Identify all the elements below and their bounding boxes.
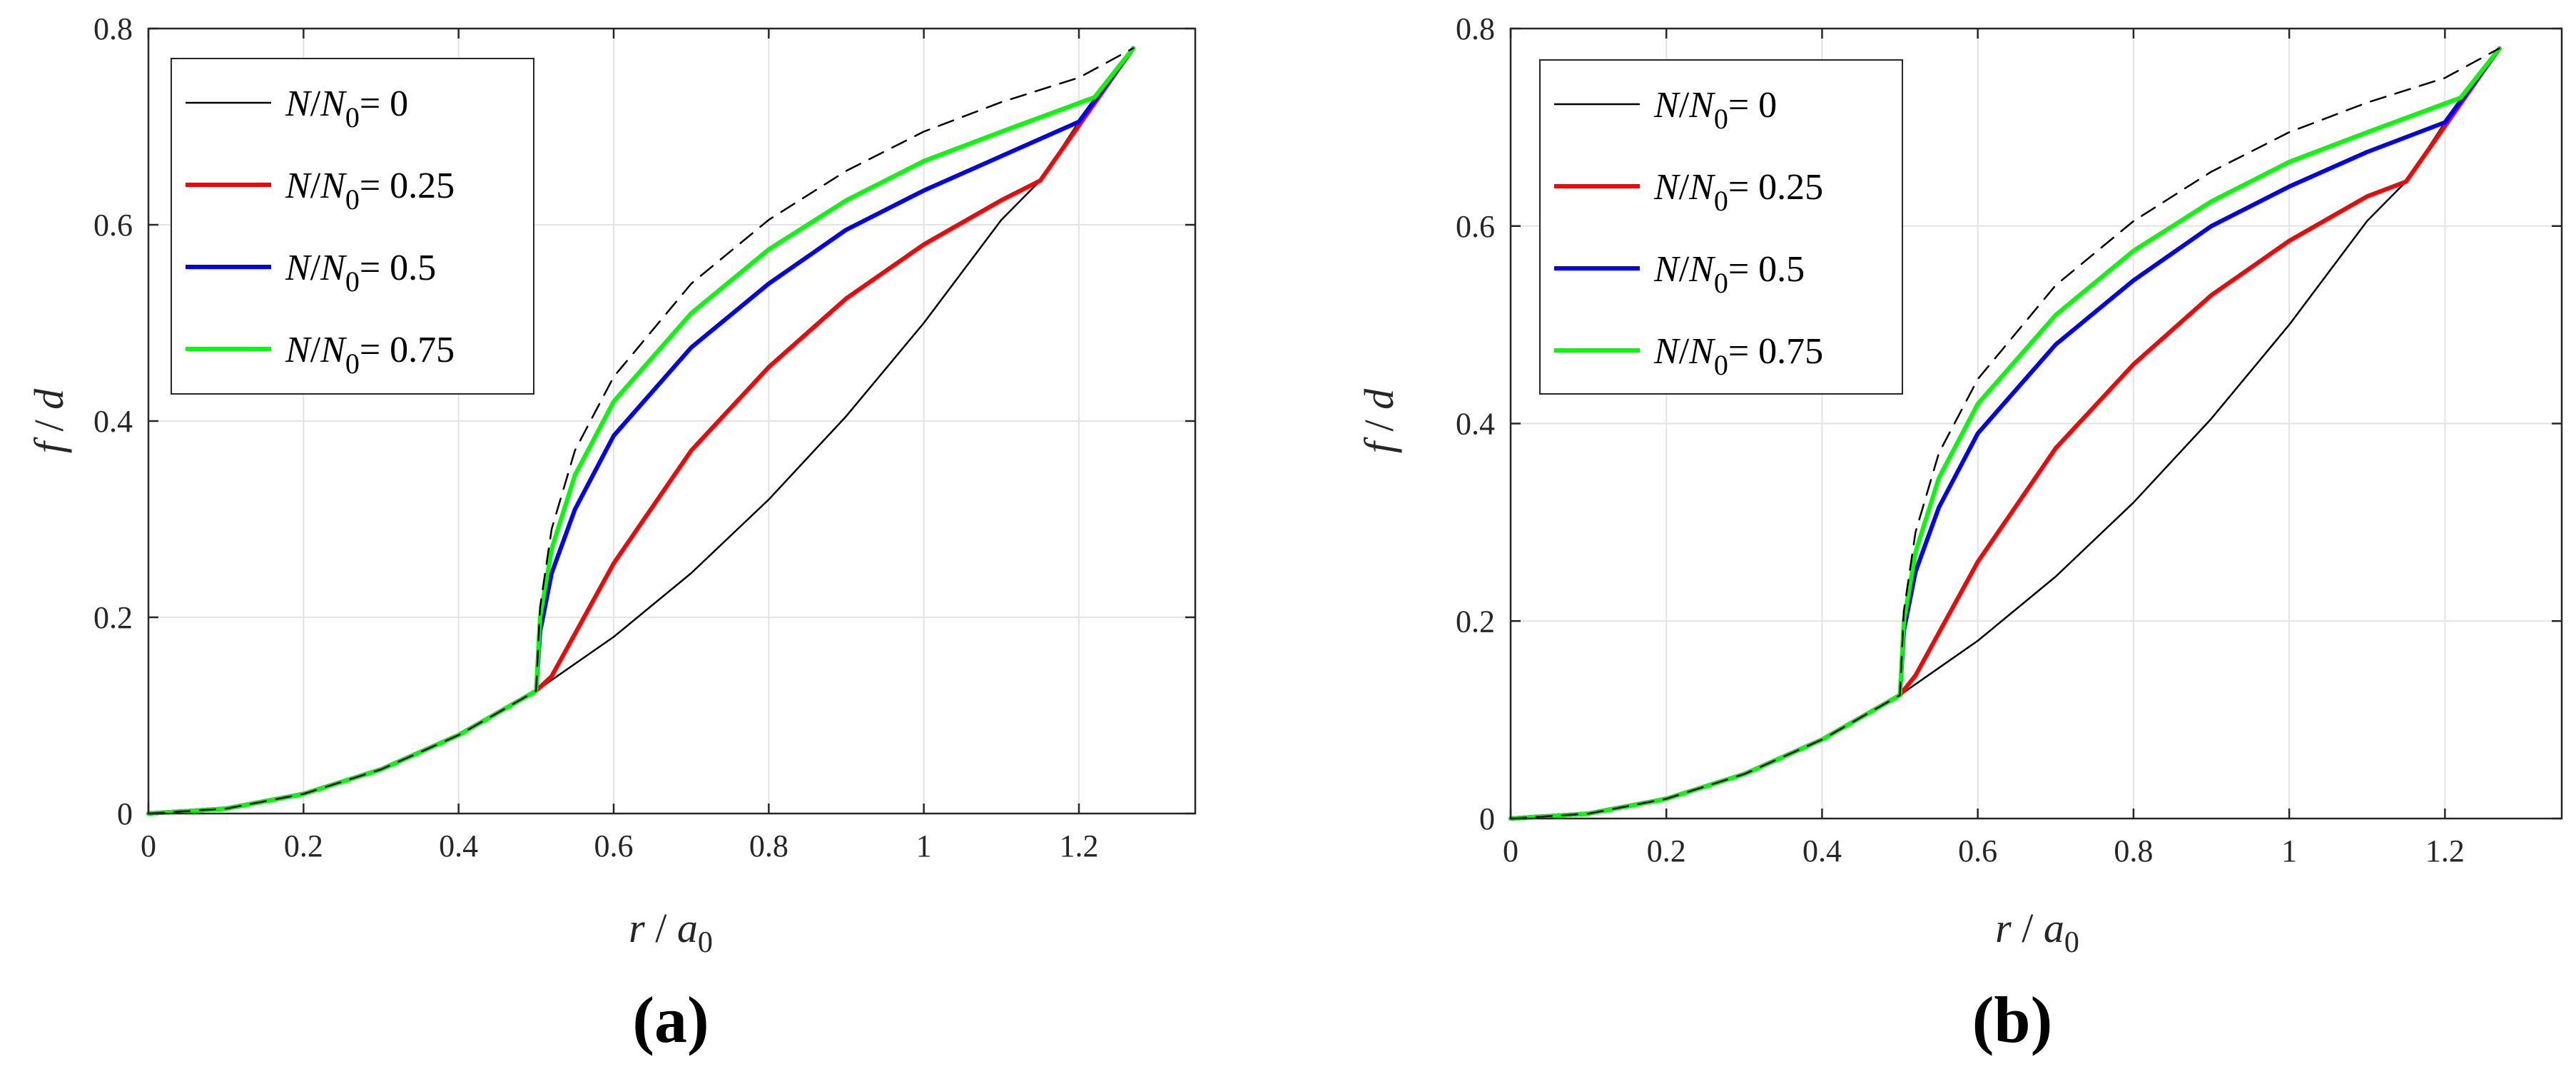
- legend-sub: 0: [1714, 349, 1728, 381]
- legend-entry-text: N/N0= 0.75: [1653, 331, 1823, 381]
- legend-sub: 0: [1714, 103, 1728, 135]
- x-label-sub: 0: [698, 926, 713, 959]
- legend-den: N: [320, 330, 348, 370]
- legend-var: N: [1653, 331, 1681, 372]
- legend-sub: 0: [1714, 267, 1728, 299]
- legend-value: = 0.25: [360, 166, 455, 206]
- legend-value: = 0.5: [360, 248, 436, 288]
- legend-value: = 0.25: [1728, 167, 1823, 208]
- y-label-den: d: [26, 388, 72, 410]
- legend-sub: 0: [1714, 185, 1728, 217]
- legend-den: N: [1688, 249, 1716, 290]
- legend-entry-text: N/N0= 0: [285, 83, 408, 133]
- x-tick-label: 0.6: [1958, 834, 1997, 868]
- legend-value: = 0.5: [1728, 249, 1805, 290]
- legend-sub: 0: [345, 348, 360, 380]
- x-tick-label: 1: [2281, 834, 2297, 868]
- y-tick-label: 0.4: [93, 404, 133, 439]
- legend-entry-text: N/N0= 0.25: [285, 166, 455, 216]
- x-tick-label: 0.2: [284, 829, 323, 863]
- panel-a-chart: 0 0.2 0.4 0.6 0.8 1 1.200.20.40.60.8r / a0f / …: [26, 11, 1197, 1056]
- x-label-var: r: [629, 905, 645, 951]
- panel-label: (a): [632, 983, 709, 1056]
- legend-sub: 0: [345, 101, 360, 133]
- panel-b-chart: 0 0.2 0.4 0.6 0.8 1 1.200.20.40.60.8r / a0f / …: [1356, 11, 2563, 1056]
- legend-box: [171, 58, 534, 395]
- y-tick-label: 0: [117, 796, 133, 831]
- legend-value: = 0: [1728, 85, 1777, 126]
- legend-var: N: [285, 166, 313, 206]
- legend-den: N: [1688, 167, 1716, 208]
- x-tick-label: 0.4: [439, 829, 478, 863]
- x-tick-label: 0.2: [1647, 834, 1686, 868]
- y-tick-label: 0.6: [93, 208, 133, 243]
- legend-den: N: [320, 83, 348, 124]
- x-tick-label: 0.6: [594, 829, 634, 863]
- y-tick-label: 0.8: [93, 11, 133, 46]
- y-label-sep: /: [26, 410, 72, 442]
- legend-slash: /: [310, 330, 321, 370]
- y-tick-label: 0.8: [1456, 11, 1495, 46]
- y-tick-label: 0.2: [93, 600, 133, 635]
- y-tick-label: 0.6: [1456, 209, 1495, 244]
- x-tick-label: 1: [916, 829, 932, 863]
- y-tick-label: 0.4: [1456, 407, 1495, 442]
- legend-slash: /: [310, 166, 321, 206]
- legend-slash: /: [1679, 167, 1690, 208]
- legend-value: = 0.75: [360, 330, 455, 370]
- legend-value: = 0: [360, 83, 408, 124]
- x-label-den: a: [677, 905, 698, 951]
- y-axis-label: f / d: [26, 388, 72, 453]
- x-label-var: r: [1995, 905, 2012, 951]
- legend-var: N: [1653, 85, 1681, 126]
- x-tick-label: 0.4: [1802, 834, 1842, 868]
- legend-entry-text: N/N0= 0.5: [285, 248, 436, 298]
- legend-slash: /: [1679, 331, 1690, 372]
- x-tick-label: 0: [1503, 834, 1518, 868]
- y-axis-label: f / d: [1356, 388, 1402, 453]
- panel-a-legend: N/N0= 0N/N0= 0.25N/N0= 0.5N/N0= 0.75: [171, 58, 534, 395]
- legend-box: [1539, 59, 1903, 395]
- x-axis-label: r / a0: [1995, 905, 2079, 959]
- x-tick-label: 1.2: [1060, 829, 1099, 863]
- legend-value: = 0.75: [1728, 331, 1823, 372]
- panel-b-legend: N/N0= 0N/N0= 0.25N/N0= 0.5N/N0= 0.75: [1539, 59, 1903, 395]
- x-tick-label: 0: [141, 829, 156, 863]
- series-line-reference-dashed: [1509, 47, 2500, 820]
- legend-den: N: [1688, 331, 1716, 372]
- legend-den: N: [1688, 85, 1716, 126]
- series-line-reference-dashed: [147, 47, 1135, 815]
- legend-var: N: [285, 83, 313, 124]
- legend-slash: /: [1679, 85, 1690, 126]
- x-tick-label: 0.8: [749, 829, 788, 863]
- legend-entry-text: N/N0= 0.5: [1653, 249, 1805, 299]
- x-axis-label: r / a0: [629, 905, 713, 959]
- legend-den: N: [320, 248, 348, 288]
- y-tick-label: 0: [1479, 801, 1495, 836]
- x-tick-label: 0.8: [2114, 834, 2153, 868]
- y-label-sep: /: [1356, 410, 1402, 442]
- x-label-sep: /: [645, 905, 677, 951]
- legend-den: N: [320, 166, 348, 206]
- legend-var: N: [285, 330, 313, 370]
- x-label-sep: /: [2012, 905, 2044, 951]
- x-label-sub: 0: [2064, 926, 2079, 959]
- legend-var: N: [1653, 249, 1681, 290]
- legend-var: N: [285, 248, 313, 288]
- legend-slash: /: [1679, 249, 1690, 290]
- legend-var: N: [1653, 167, 1681, 208]
- legend-slash: /: [310, 248, 321, 288]
- x-label-den: a: [2044, 905, 2064, 951]
- y-label-den: d: [1356, 388, 1402, 410]
- legend-slash: /: [310, 83, 321, 124]
- legend-entry-text: N/N0= 0.75: [285, 330, 455, 380]
- panel-label: (b): [1972, 983, 2052, 1056]
- legend-sub: 0: [345, 265, 360, 298]
- legend-sub: 0: [345, 183, 360, 216]
- x-tick-label: 1.2: [2425, 834, 2465, 868]
- y-tick-label: 0.2: [1456, 604, 1495, 639]
- legend-entry-text: N/N0= 0.25: [1653, 167, 1823, 217]
- legend-entry-text: N/N0= 0: [1653, 85, 1777, 135]
